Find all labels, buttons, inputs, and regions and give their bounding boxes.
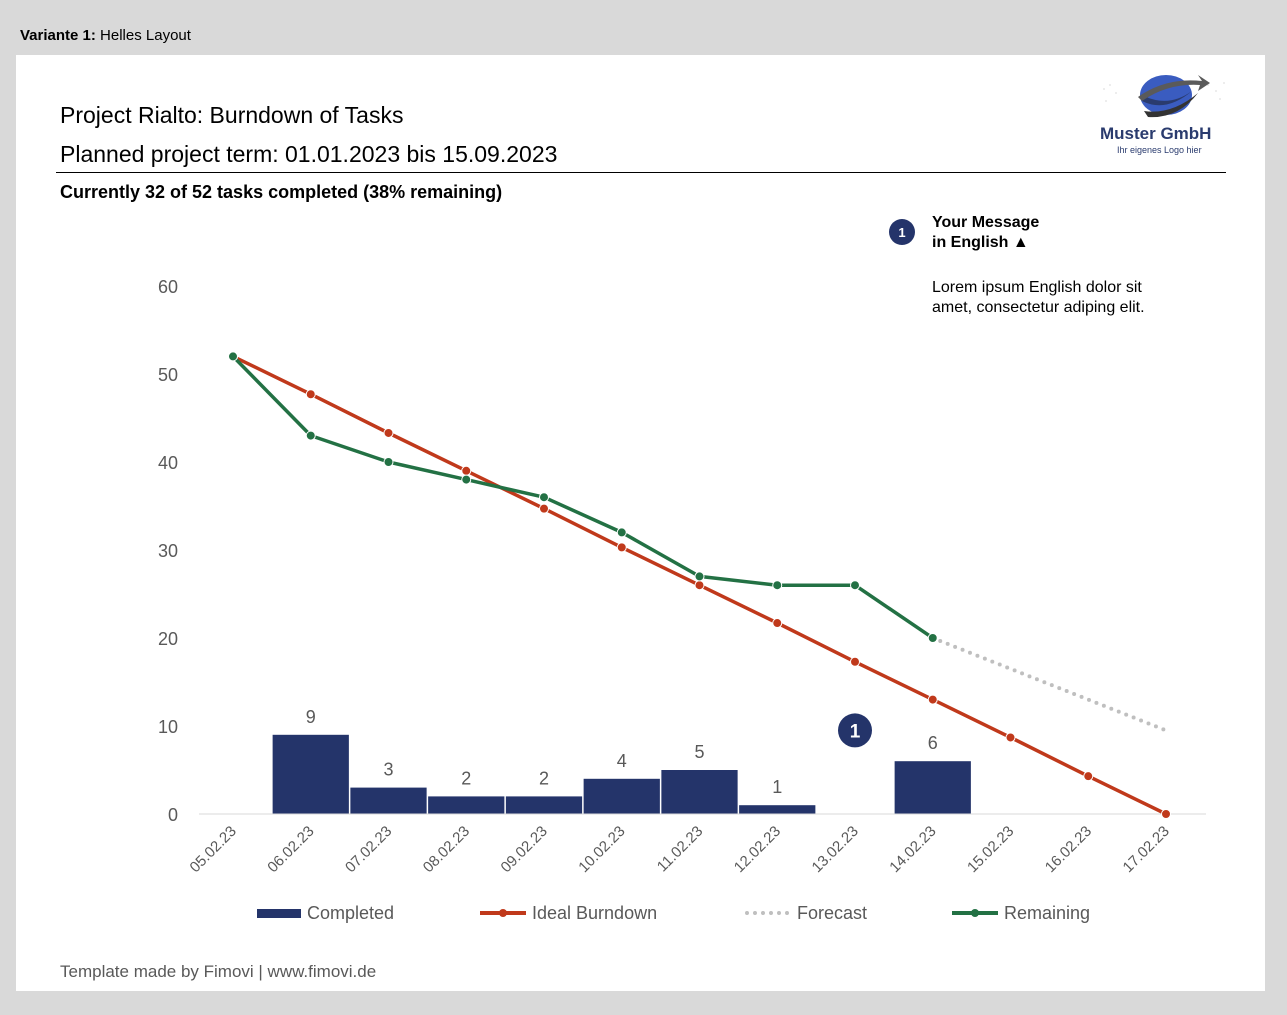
bar-data-label: 1 [772,777,782,797]
x-tick-label: 10.02.23 [575,823,628,876]
x-tick-label: 06.02.23 [264,823,317,876]
y-tick-label: 40 [158,453,178,473]
remaining-point [927,633,938,643]
report-sheet: Project Rialto: Burndown of Tasks Planne… [16,55,1265,991]
x-tick-label: 05.02.23 [187,823,240,876]
legend-label: Ideal Burndown [532,902,658,923]
ideal-burndown-point [383,427,394,438]
ideal-burndown-point [305,389,316,400]
variant-label: Variante 1: [20,27,96,44]
y-tick-label: 30 [158,541,178,561]
x-tick-label: 15.02.23 [964,823,1017,876]
message-title-line2: in English ▲ [932,234,1029,251]
y-tick-label: 50 [158,365,178,385]
ideal-burndown-point [850,656,860,667]
x-tick-label: 13.02.23 [809,823,862,876]
legend-label: Forecast [797,902,868,923]
burndown-chart: 0 10 20 30 40 50 60 9 3 2 2 4 5 1 6 05.02.23 06.02.23 07.… [158,277,1206,876]
legend-remaining: Remaining [952,903,1090,923]
x-tick-label: 16.02.23 [1042,823,1095,876]
ideal-burndown-point [539,503,549,514]
ideal-burndown-point [1005,732,1016,743]
bar-completed [428,796,505,814]
remaining-point [772,580,783,591]
report-title: Project Rialto: Burndown of Tasks [60,102,404,128]
message-badge: 1 [889,219,915,245]
legend-completed: Completed [257,903,394,923]
ideal-burndown-point [1083,771,1094,782]
legend-ideal-burndown: Ideal Burndown [480,903,657,923]
ideal-burndown-point [461,465,472,476]
x-tick-label: 07.02.23 [342,823,395,876]
ideal-burndown-point [1161,809,1171,819]
bar-completed [661,770,738,814]
x-tick-label: 08.02.23 [420,823,473,876]
message-body-line2: amet, consectetur adiping elit. [932,299,1145,316]
remaining-point [539,492,549,503]
message-title-line1: Your Message [932,214,1040,231]
bar-completed [272,734,349,814]
legend-label: Remaining [1004,902,1091,923]
message-body-line1: Lorem ipsum English dolor sit [932,279,1142,296]
header-divider [56,172,1226,173]
x-tick-label: 12.02.23 [731,823,784,876]
ideal-burndown-point [772,618,783,629]
globe-swoosh-logo-icon [1103,75,1225,118]
remaining-point [850,580,860,591]
ideal-burndown-point [927,694,938,705]
bar-completed [350,787,427,814]
remaining-point [694,571,705,582]
remaining-point [383,457,394,467]
project-term: Planned project term: 01.01.2023 bis 15.… [60,141,558,167]
x-tick-label: 14.02.23 [886,823,939,876]
remaining-point [305,430,316,441]
variant-caption: Variante 1: Helles Layout [20,27,191,44]
legend-forecast: Forecast [745,903,867,923]
bar-data-label: 6 [928,733,938,753]
x-tick-label: 09.02.23 [498,823,551,876]
bar-data-label: 2 [461,768,471,788]
x-tick-label: 17.02.23 [1120,823,1173,876]
ideal-burndown-point [616,542,627,553]
y-tick-label: 60 [158,277,178,297]
annotation-badge [838,713,872,748]
bar-data-label: 4 [617,751,627,771]
x-tick-label: 11.02.23 [654,823,707,876]
remaining-point [616,527,627,538]
y-tick-label: 20 [158,629,178,649]
bar-completed [894,761,971,814]
variant-text: Helles Layout [100,27,191,44]
logo-tagline: Ihr eigenes Logo hier [1117,145,1202,155]
message-title: Your Message in English ▲ [932,213,1132,253]
remaining-point [461,474,472,485]
legend-remaining-swatch [952,909,998,917]
ideal-burndown-point [694,580,705,591]
bar-completed [583,778,660,814]
forecast-line [930,636,1168,733]
legend-label: Completed [307,902,395,923]
y-tick-label: 10 [158,717,178,737]
legend-forecast-swatch [745,911,791,915]
bar-data-label: 3 [383,760,393,780]
remaining-point [228,351,238,362]
bar-data-label: 2 [539,768,549,788]
status-summary: Currently 32 of 52 tasks completed (38% … [60,182,503,202]
footer-credit: Template made by Fimovi | www.fimovi.de [60,962,377,981]
y-tick-label: 0 [168,805,178,825]
message-body: Lorem ipsum English dolor sit amet, cons… [932,278,1192,318]
annotation-label: 1 [850,721,861,742]
bar-data-label: 9 [306,707,316,727]
legend-completed-swatch [257,909,301,918]
bar-data-label: 5 [694,742,704,762]
remaining-line [231,355,934,640]
logo-company-name: Muster GmbH [1100,124,1212,143]
legend-ideal-swatch [480,909,526,917]
bar-completed [505,796,583,814]
bar-completed [739,805,816,814]
